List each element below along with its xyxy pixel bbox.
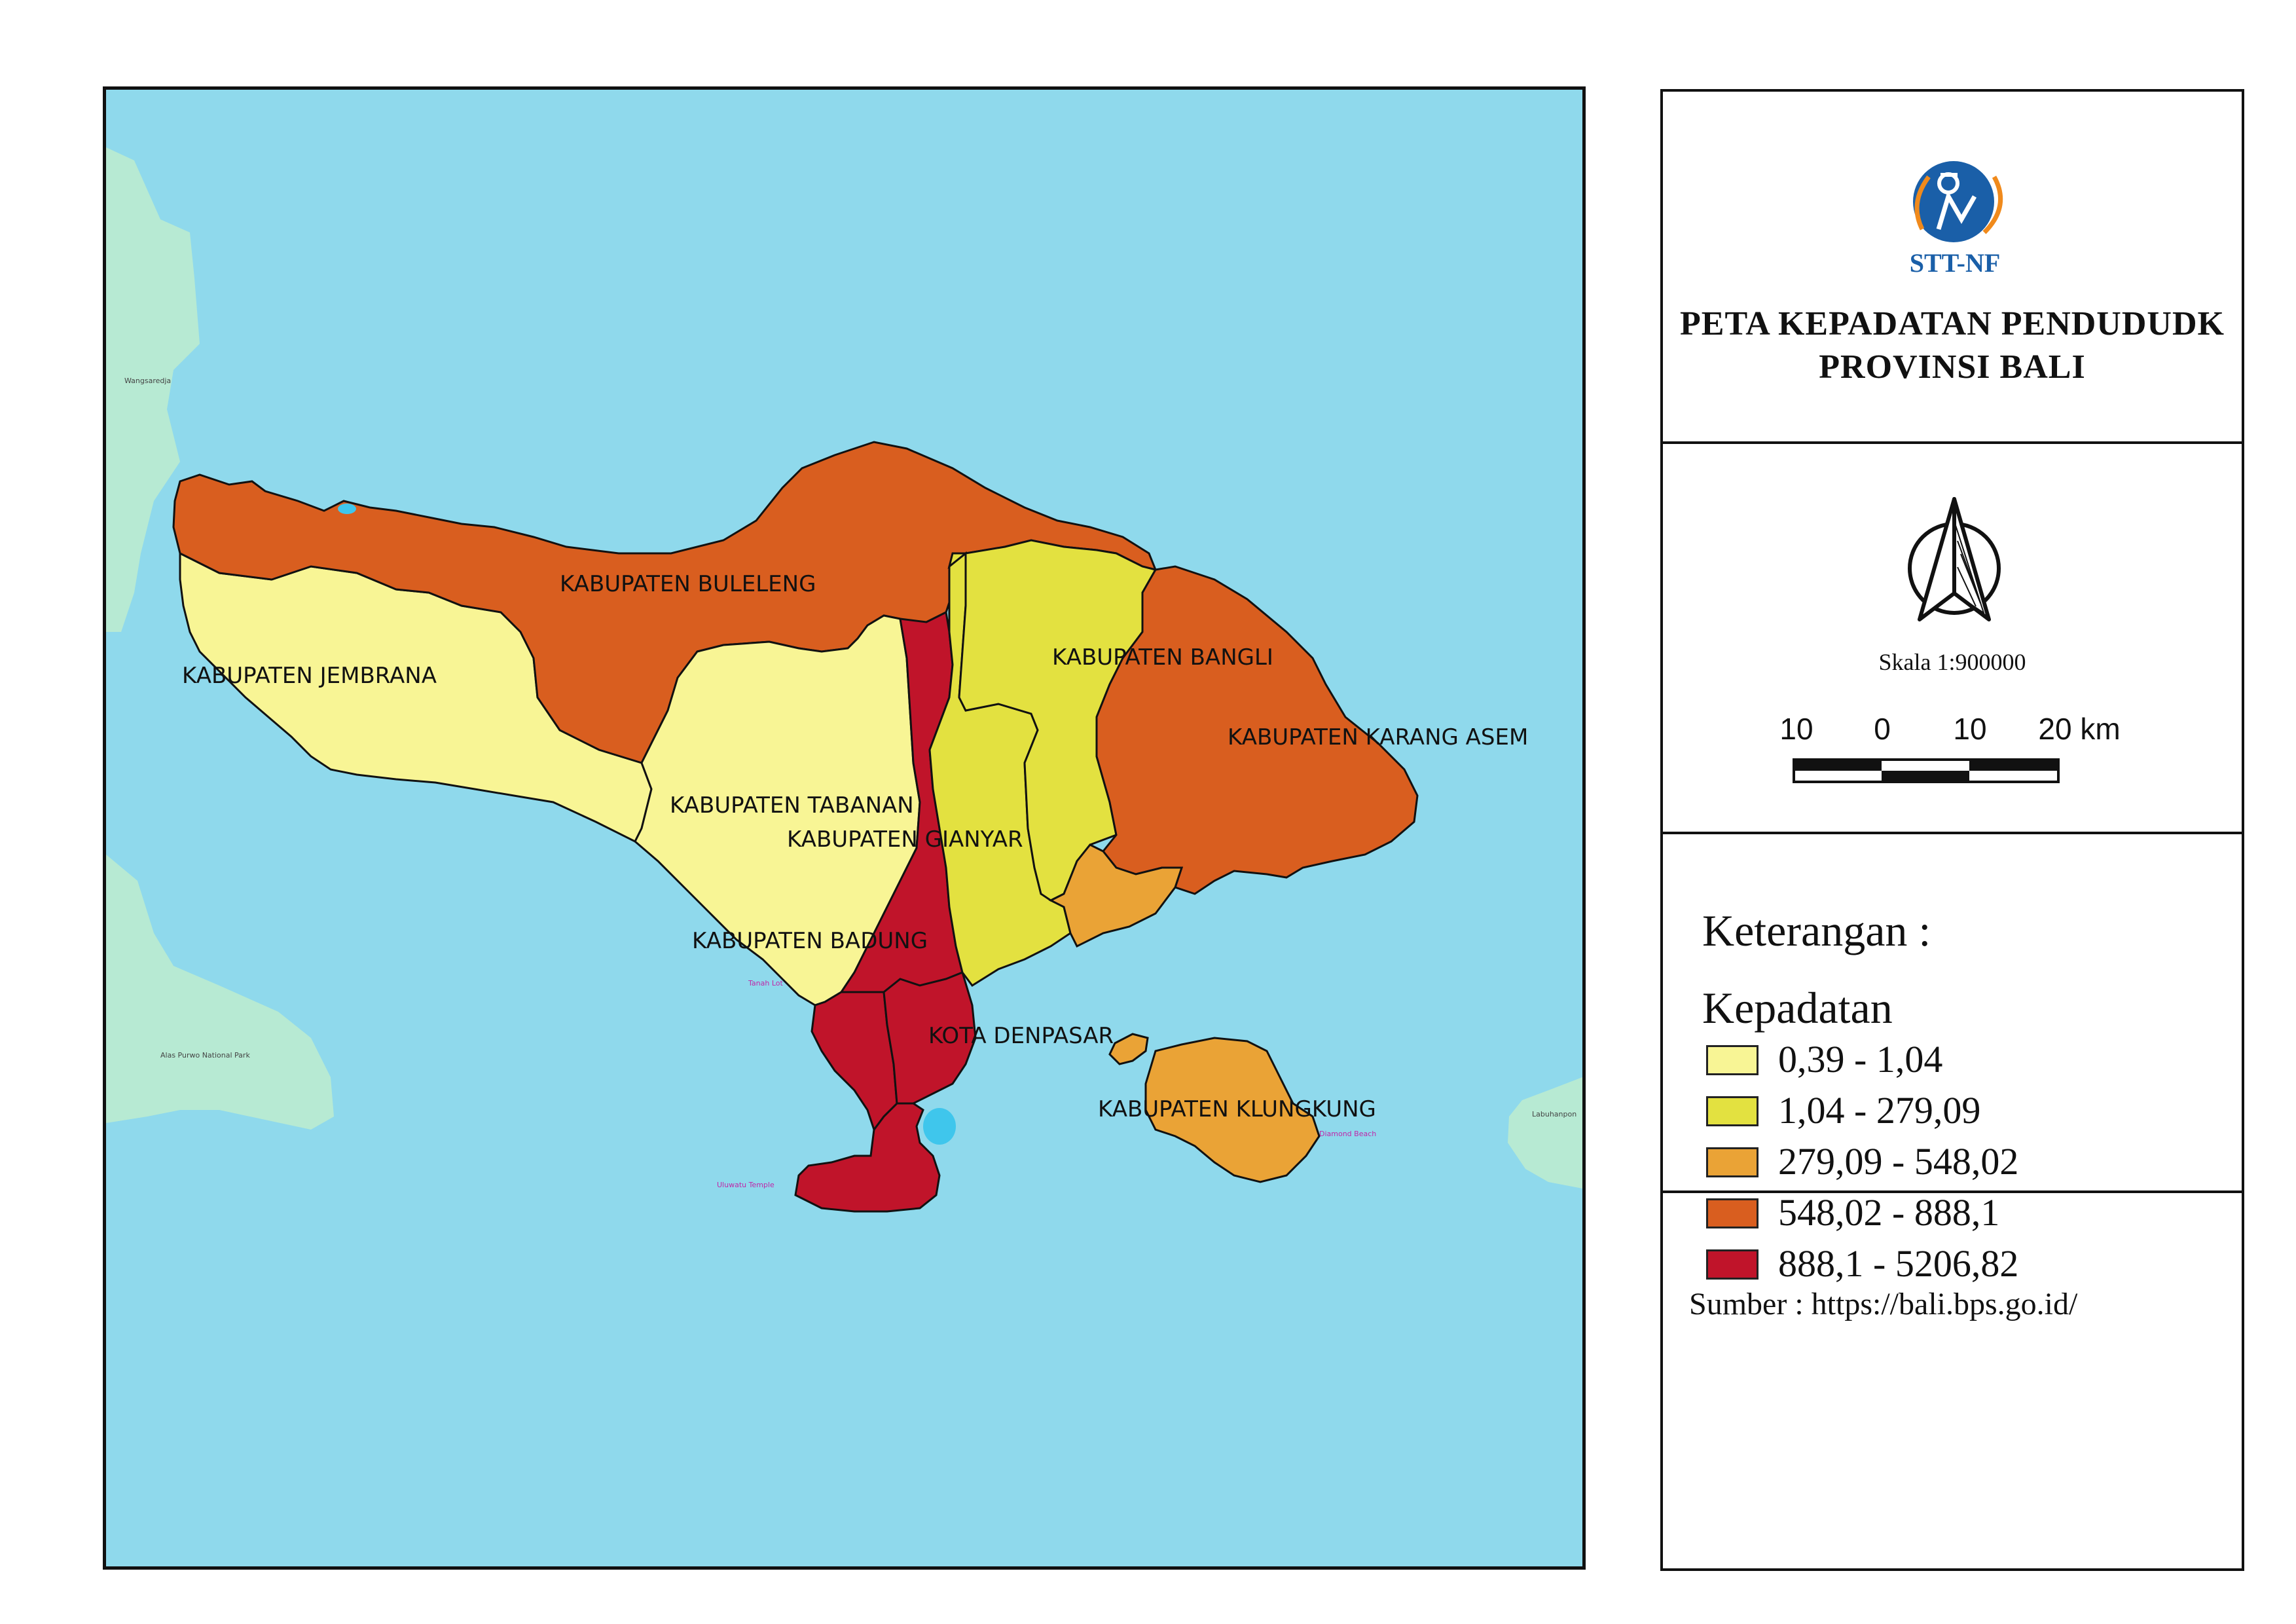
north-arrow-icon [1905,495,2003,629]
legend-label: 0,39 - 1,04 [1778,1038,1943,1080]
java-landmass-north [106,147,200,632]
label-gianyar: KABUPATEN GIANYAR [787,826,1023,853]
legend-swatch [1706,1198,1758,1228]
basemap-label-wangsaredja: Wangsaredja [124,377,171,385]
label-jembrana: KABUPATEN JEMBRANA [182,663,437,689]
lake-buyan [338,504,356,514]
scale-tick-3: 20 km [2038,712,2121,746]
legend-heading: Keterangan : [1702,906,1931,955]
basemap-label-labuhanpon: Labuhanpon [1532,1110,1576,1118]
label-denpasar: KOTA DENPASAR [928,1023,1114,1049]
legend-section: Keterangan : Kepadatan 0,39 - 1,04 1,04 … [1663,834,2242,1285]
source-section: Sumber : https://bali.bps.go.id/ [1663,1193,2242,1574]
basemap-label-alas-purwo: Alas Purwo National Park [160,1051,250,1060]
scale-tick-0: 10 [1779,712,1813,746]
region-klungkung-mainland[interactable] [1048,843,1184,948]
benoa-bay [923,1108,956,1145]
region-karangasem[interactable] [1095,565,1419,895]
region-badung-west-coast[interactable] [811,991,898,1132]
legend-subheading: Kepadatan [1702,983,1893,1033]
scale-ratio: Skala 1:900000 [1878,649,2026,675]
scale-tick-labels: 10 0 10 20 km [1663,711,2242,750]
scale-tick-2: 10 [1953,712,1987,746]
orientation-scale-section: Skala 1:900000 10 0 10 20 km [1663,444,2242,834]
legend-swatch [1706,1147,1758,1177]
java-landmass-south [106,855,334,1130]
map-title: PETA KEPADATAN PENDUDUDK PROVINSI BALI [1663,303,2242,389]
label-karangasem: KABUPATEN KARANG ASEM [1228,724,1528,750]
label-klungkung: KABUPATEN KLUNGKUNG [1098,1096,1376,1122]
logo-text: STT-NF [1909,248,2001,278]
lombok-landmass [1508,1077,1582,1189]
label-tabanan: KABUPATEN TABANAN [670,792,914,819]
legend-label: 1,04 - 279,09 [1778,1089,1981,1132]
label-bangli: KABUPATEN BANGLI [1052,644,1273,671]
stt-nf-logo-icon [1913,161,2003,242]
region-denpasar[interactable] [883,970,977,1105]
map-title-line-1: PETA KEPADATAN PENDUDUDK [1680,305,2225,342]
legend-label: 888,1 - 5206,82 [1778,1242,2019,1285]
institution-logo: STT-NF [1903,157,2007,278]
legend-swatch [1706,1045,1758,1075]
label-buleleng: KABUPATEN BULELENG [560,571,816,597]
basemap-label-diamond-beach: Diamond Beach [1319,1130,1376,1138]
scale-bar [1793,758,2061,788]
map-info-panel: STT-NF PETA KEPADATAN PENDUDUDK PROVINSI… [1660,89,2244,1571]
legend-swatch [1706,1249,1758,1280]
title-section: STT-NF PETA KEPADATAN PENDUDUDK PROVINSI… [1663,92,2242,444]
label-badung: KABUPATEN BADUNG [692,928,928,954]
map-title-line-2: PROVINSI BALI [1819,348,2086,386]
legend-label: 279,09 - 548,02 [1778,1140,2019,1183]
source-text: Sumber : https://bali.bps.go.id/ [1689,1287,2078,1321]
legend-label: 548,02 - 888,1 [1778,1191,2000,1234]
map-canvas[interactable]: Wangsaredja Alas Purwo National Park Tan… [106,90,1582,1566]
legend-swatch [1706,1096,1758,1126]
region-klungkung-penida[interactable] [1144,1037,1321,1183]
basemap-label-tanah-lot: Tanah Lot [748,979,783,987]
scale-tick-1: 0 [1874,712,1891,746]
map-frame[interactable]: Wangsaredja Alas Purwo National Park Tan… [103,86,1586,1570]
basemap-label-uluwatu: Uluwatu Temple [717,1181,774,1189]
region-klungkung-lembongan[interactable] [1108,1033,1149,1065]
